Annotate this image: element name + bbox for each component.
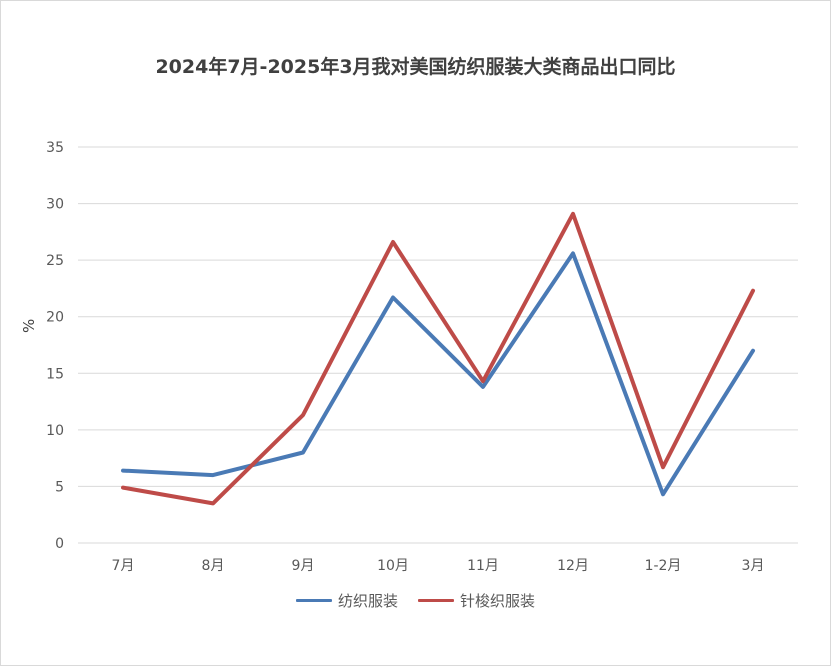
y-tick-label: 35 <box>46 140 64 156</box>
x-tick-label: 8月 <box>202 558 225 574</box>
legend-swatch-series-2 <box>418 599 454 602</box>
x-tick-labels: 7月 8月 9月 10月 11月 12月 1-2月 3月 <box>112 558 765 574</box>
x-tick-label: 11月 <box>467 558 499 574</box>
x-tick-label: 3月 <box>742 558 765 574</box>
x-tick-label: 12月 <box>557 558 589 574</box>
x-tick-label: 10月 <box>377 558 409 574</box>
legend-item-series-2: 针梭织服装 <box>418 590 535 611</box>
legend-label-series-1: 纺织服装 <box>337 592 398 610</box>
legend: 纺织服装 针梭织服装 <box>0 590 831 611</box>
y-tick-label: 10 <box>46 423 64 439</box>
chart-title: 2024年7月-2025年3月我对美国纺织服装大类商品出口同比 <box>155 56 676 78</box>
y-tick-label: 15 <box>46 366 64 382</box>
y-tick-label: 30 <box>46 197 64 213</box>
y-tick-labels: 0 5 10 15 20 25 30 35 <box>46 140 64 552</box>
legend-item-series-1: 纺织服装 <box>295 590 398 611</box>
legend-label-series-2: 针梭织服装 <box>460 592 536 610</box>
x-tick-label: 7月 <box>112 558 135 574</box>
series-line-1 <box>121 251 755 497</box>
x-tick-label: 1-2月 <box>645 558 682 574</box>
y-tick-label: 0 <box>55 536 64 552</box>
y-tick-label: 20 <box>46 310 64 326</box>
series-lines <box>121 211 755 506</box>
gridlines <box>78 146 798 544</box>
y-tick-label: 25 <box>46 253 64 269</box>
series-line-2 <box>121 211 755 506</box>
x-tick-label: 9月 <box>292 558 315 574</box>
legend-swatch-series-1 <box>295 599 332 602</box>
y-tick-label: 5 <box>55 479 64 495</box>
